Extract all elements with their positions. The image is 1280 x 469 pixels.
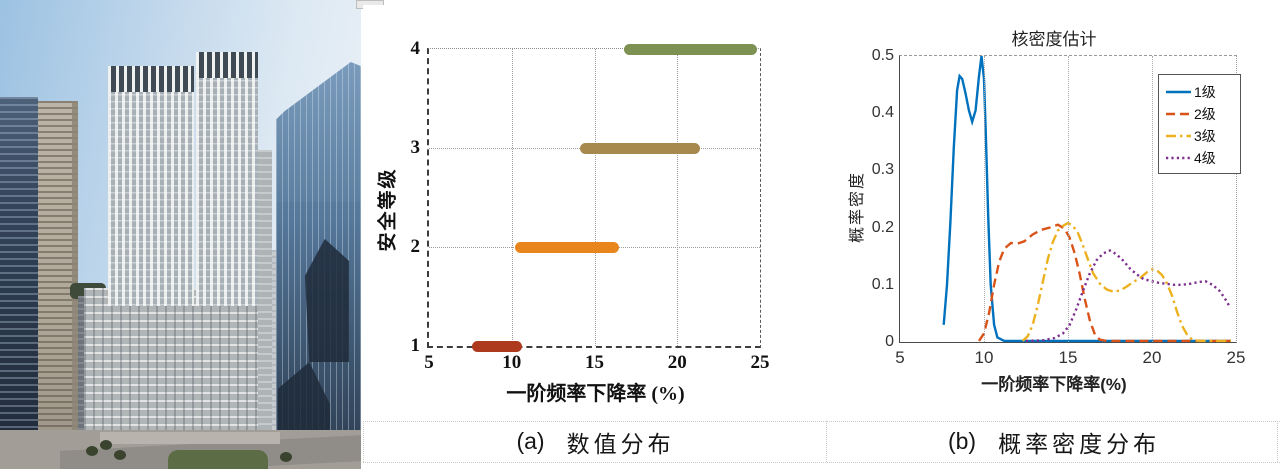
y-tick-label: 0.3	[871, 161, 894, 179]
right-glass-tower	[276, 62, 361, 469]
caption-a-tag: (a)	[516, 428, 545, 454]
x-tick-label: 5	[424, 352, 434, 373]
caption-a: (a) 数值分布	[363, 421, 828, 462]
x-tick-label: 10	[974, 348, 994, 367]
x-axis-label: 一阶频率下降率 (%)	[506, 383, 685, 405]
x-tick-label: 5	[895, 348, 905, 367]
legend-item-1级: 1级	[1165, 81, 1235, 103]
chart-title: 核密度估计	[1011, 30, 1097, 49]
legend-label: 2级	[1194, 106, 1216, 122]
kde-curve-4级	[1025, 249, 1231, 343]
center-tower-left	[108, 66, 194, 306]
x-tick-label: 20	[667, 352, 687, 373]
kde-curves	[942, 55, 1231, 343]
left-glass-tower	[0, 97, 38, 469]
tree	[114, 450, 126, 460]
level-4-range-bar	[624, 43, 757, 55]
y-tick-label: 0.4	[871, 104, 894, 122]
x-tick-label: 15	[585, 352, 604, 373]
x-gridline	[984, 56, 985, 342]
y-tick-label: 4	[410, 38, 421, 59]
tower-crown	[196, 52, 258, 78]
legend-line-sample	[1166, 90, 1191, 94]
y-axis-label: 概率密度	[849, 171, 866, 244]
tower-crown	[108, 66, 194, 92]
x-gridline	[1152, 56, 1153, 342]
legend-line-sample	[1166, 134, 1191, 138]
level-1-range-bar	[472, 340, 522, 352]
caption-a-text: 数值分布	[566, 431, 675, 457]
x-tick-label: 10	[502, 352, 522, 373]
kde-curve-1级	[942, 55, 1231, 343]
y-axis-label: 安全等级	[377, 167, 399, 252]
x-tick-label: 15	[1058, 348, 1078, 367]
tree	[280, 452, 292, 462]
x-gridline	[677, 49, 679, 346]
y-tick-label: 3	[410, 137, 421, 158]
legend-line-sample	[1166, 112, 1191, 116]
caption-b-tag: (b)	[947, 428, 977, 454]
legend-item-2级: 2级	[1165, 103, 1235, 125]
center-podium	[84, 288, 268, 448]
legend-label: 1级	[1194, 84, 1216, 100]
kde-chart: 核密度估计 概率密度 1级 2级 3级 4级 5 10 15 20 25 0 0.1 0.2 0.3 0…	[828, 5, 1280, 421]
legend-line-sample	[1166, 156, 1191, 160]
legend: 1级 2级 3级 4级	[1158, 74, 1241, 174]
caption-b: (b) 概率密度分布	[828, 421, 1280, 462]
separator-caption-bottom	[363, 462, 1280, 463]
x-tick-label: 25	[1226, 348, 1246, 367]
separator-caption-top	[363, 421, 1280, 422]
legend-label: 4级	[1194, 150, 1216, 166]
x-gridline	[594, 49, 596, 346]
x-tick-label: 25	[750, 352, 770, 373]
y-tick-label: 0.1	[871, 275, 894, 293]
plot-area: 5 10 15 20 25 1 2 3 4	[411, 38, 770, 373]
x-gridline	[1068, 56, 1069, 342]
city-towers-photo	[0, 0, 361, 469]
level-3-range-bar	[579, 142, 701, 154]
plot-area: 1级 2级 3级 4级 5 10 15 20 25 0 0.1 0.2 0.3 0.4 0.5	[872, 47, 1246, 367]
center-tower-side-face	[258, 150, 272, 446]
center-tower-right	[196, 52, 258, 306]
legend-label: 3级	[1194, 128, 1216, 144]
y-tick-label: 1	[410, 335, 421, 356]
legend-item-3级: 3级	[1165, 125, 1235, 147]
caption-b-text: 概率密度分布	[998, 431, 1161, 457]
roof-garden	[168, 450, 268, 469]
value-distribution-chart: 安全等级 5 10 15 20 25 1 2 3 4 一阶频率下降率 (%)	[363, 5, 828, 421]
plaza	[100, 432, 280, 444]
level-2-range-bar	[515, 241, 620, 253]
y-tick-label: 0	[885, 333, 894, 350]
kde-curve-3级	[1021, 221, 1231, 343]
x-tick-label: 20	[1142, 348, 1162, 367]
x-axis-label: 一阶频率下降率(%)	[981, 375, 1127, 394]
caption-row: (a) 数值分布 (b) 概率密度分布	[363, 421, 1280, 462]
tree	[86, 446, 98, 456]
tree	[100, 440, 112, 450]
y-tick-label: 0.5	[871, 47, 894, 64]
glass-reflection	[304, 238, 350, 363]
x-gridline	[511, 49, 513, 346]
y-tick-label: 2	[410, 236, 421, 257]
kde-curve-2级	[978, 223, 1231, 343]
legend-item-4级: 4级	[1165, 147, 1235, 169]
y-tick-label: 0.2	[871, 218, 894, 236]
